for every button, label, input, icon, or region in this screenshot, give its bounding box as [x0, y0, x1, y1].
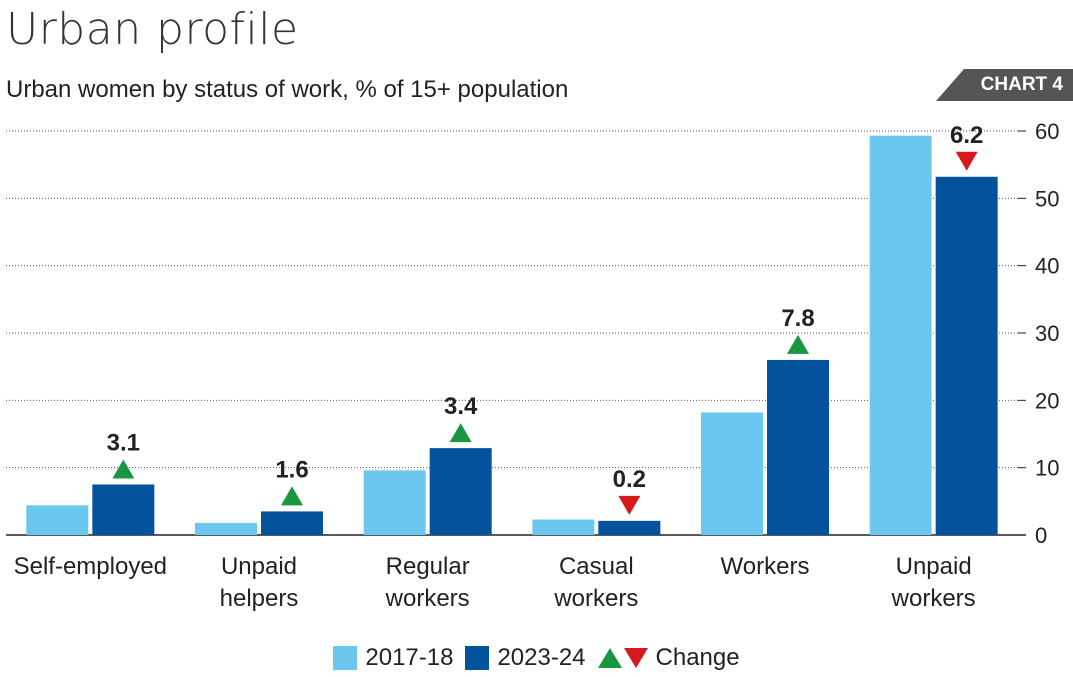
legend-label-change: Change: [655, 644, 740, 671]
category-label: workers: [553, 585, 638, 612]
category-label: workers: [385, 585, 470, 612]
bar-2017-18: [26, 505, 89, 535]
change-value-label: 3.1: [107, 430, 140, 457]
legend-item-2017-18: 2017-18: [333, 644, 453, 672]
bar-2023-24: [935, 176, 998, 535]
down-triangle-icon: [623, 648, 648, 668]
change-up-triangle: [449, 423, 472, 443]
bar-chart: 0 10 20 30 40 50 60 3.1 Self-employed 1.6 Unpaid he…: [6, 119, 1059, 612]
change-up-triangle: [112, 459, 135, 479]
legend-swatch-2023-24: [465, 646, 490, 670]
bar-2017-18: [363, 470, 426, 535]
bar-2023-24: [767, 359, 829, 535]
legend-item-change: Change: [597, 644, 740, 672]
bar-2023-24: [261, 511, 323, 535]
change-value-label: 0.2: [613, 466, 646, 493]
change-down-triangle: [618, 495, 641, 515]
y-tick-label: 10: [1035, 456, 1059, 481]
y-tick-label: 60: [1035, 119, 1059, 144]
category-label: Workers: [721, 553, 810, 580]
bar-2017-18: [532, 519, 595, 535]
bar-2023-24: [92, 484, 155, 535]
category-label: workers: [891, 585, 976, 612]
bar-2017-18: [701, 412, 763, 535]
chart-number-tag: CHART 4: [936, 69, 1073, 101]
y-tick-label: 0: [1035, 523, 1047, 548]
chart-tag-shape: [936, 69, 1073, 101]
change-down-triangle: [955, 151, 978, 171]
category-label: Unpaid: [221, 553, 297, 580]
change-value-label: 7.8: [781, 305, 814, 332]
up-triangle-icon: [597, 648, 622, 668]
category-label: Self-employed: [14, 553, 167, 580]
y-tick-label: 40: [1035, 254, 1059, 279]
change-up-triangle: [787, 334, 809, 354]
bar-2023-24: [429, 448, 492, 535]
y-tick-label: 20: [1035, 388, 1059, 413]
bar-2017-18: [195, 522, 257, 535]
legend: 2017-18 2023-24 Change: [0, 644, 1073, 672]
legend-label-2023-24: 2023-24: [497, 644, 586, 671]
change-value-label: 3.4: [444, 393, 478, 420]
chart-subtitle: Urban women by status of work, % of 15+ …: [6, 76, 569, 103]
bar-2023-24: [598, 520, 661, 535]
category-label: Regular: [386, 553, 470, 580]
category-label: Casual: [559, 553, 634, 580]
legend-item-2023-24: 2023-24: [465, 644, 586, 672]
category-label: helpers: [220, 585, 299, 612]
chart-tag-label: CHART 4: [980, 74, 1063, 95]
change-value-label: 6.2: [950, 122, 983, 149]
chart-title: Urban profile: [6, 4, 299, 55]
change-value-label: 1.6: [275, 456, 308, 483]
y-tick-label: 50: [1035, 186, 1059, 211]
y-tick-label: 30: [1035, 321, 1059, 346]
legend-label-2017-18: 2017-18: [365, 644, 454, 671]
change-up-triangle: [281, 486, 303, 506]
bar-2017-18: [869, 135, 932, 536]
legend-swatch-2017-18: [333, 646, 358, 670]
category-label: Unpaid: [896, 553, 972, 580]
